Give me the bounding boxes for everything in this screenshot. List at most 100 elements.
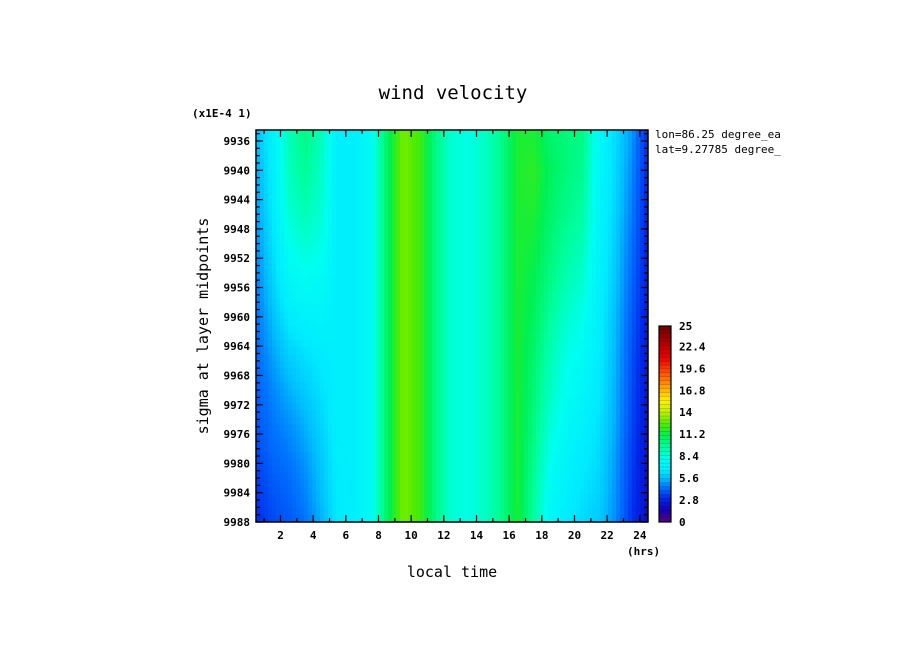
heatmap-cell	[508, 459, 513, 467]
heatmap-cell	[500, 137, 505, 145]
heatmap-cell	[372, 459, 377, 467]
heatmap-cell	[616, 431, 621, 439]
heatmap-cell	[532, 242, 537, 250]
heatmap-cell	[312, 319, 317, 327]
heatmap-cell	[568, 235, 573, 243]
heatmap-cell	[520, 431, 525, 439]
heatmap-cell	[572, 263, 577, 271]
heatmap-cell	[472, 214, 477, 222]
heatmap-cell	[388, 417, 393, 425]
heatmap-cell	[572, 305, 577, 313]
heatmap-cell	[312, 277, 317, 285]
heatmap-cell	[352, 235, 357, 243]
heatmap-cell	[456, 144, 461, 152]
heatmap-cell	[640, 130, 645, 138]
heatmap-cell	[592, 207, 597, 215]
heatmap-cell	[440, 368, 445, 376]
heatmap-cell	[532, 340, 537, 348]
heatmap-cell	[636, 410, 641, 418]
heatmap-cell	[564, 263, 569, 271]
heatmap-cell	[332, 228, 337, 236]
heatmap-cell	[304, 375, 309, 383]
heatmap-cell	[568, 389, 573, 397]
heatmap-cell	[576, 312, 581, 320]
heatmap-cell	[632, 172, 637, 180]
heatmap-cell	[484, 312, 489, 320]
heatmap-cell	[364, 186, 369, 194]
heatmap-cell	[448, 228, 453, 236]
heatmap-cell	[268, 389, 273, 397]
heatmap-cell	[300, 319, 305, 327]
heatmap-cell	[280, 249, 285, 257]
heatmap-cell	[568, 172, 573, 180]
heatmap-cell	[516, 207, 521, 215]
heatmap-cell	[580, 312, 585, 320]
heatmap-cell	[616, 438, 621, 446]
heatmap-cell	[548, 403, 553, 411]
heatmap-cell	[532, 200, 537, 208]
heatmap-cell	[372, 424, 377, 432]
heatmap-cell	[488, 480, 493, 488]
heatmap-cell	[400, 466, 405, 474]
heatmap-cell	[352, 151, 357, 159]
heatmap-cell	[592, 382, 597, 390]
heatmap-cell	[396, 445, 401, 453]
heatmap-cell	[368, 410, 373, 418]
heatmap-cell	[356, 165, 361, 173]
heatmap-cell	[564, 200, 569, 208]
heatmap-cell	[276, 130, 281, 138]
heatmap-cell	[404, 333, 409, 341]
heatmap-cell	[564, 459, 569, 467]
heatmap-cell	[436, 256, 441, 264]
heatmap-cell	[256, 193, 261, 201]
heatmap-cell	[584, 242, 589, 250]
heatmap-cell	[540, 375, 545, 383]
heatmap-cell	[588, 473, 593, 481]
heatmap-cell	[324, 312, 329, 320]
heatmap-cell	[404, 361, 409, 369]
heatmap-cell	[640, 319, 645, 327]
heatmap-cell	[436, 438, 441, 446]
heatmap-cell	[572, 431, 577, 439]
heatmap-cell	[320, 158, 325, 166]
heatmap-cell	[308, 319, 313, 327]
heatmap-cell	[320, 354, 325, 362]
heatmap-cell	[348, 382, 353, 390]
heatmap-cell	[468, 144, 473, 152]
heatmap-cell	[600, 165, 605, 173]
heatmap-cell	[632, 193, 637, 201]
heatmap-cell	[476, 326, 481, 334]
heatmap-cell	[420, 382, 425, 390]
heatmap-cell	[264, 284, 269, 292]
heatmap-cell	[596, 424, 601, 432]
heatmap-cell	[364, 284, 369, 292]
heatmap-cell	[360, 221, 365, 229]
heatmap-cell	[476, 389, 481, 397]
heatmap-cell	[548, 319, 553, 327]
heatmap-cell	[628, 445, 633, 453]
heatmap-cell	[392, 319, 397, 327]
heatmap-cell	[372, 151, 377, 159]
heatmap-cell	[276, 403, 281, 411]
heatmap-cell	[628, 368, 633, 376]
heatmap-cell	[404, 319, 409, 327]
heatmap-cell	[268, 333, 273, 341]
heatmap-cell	[348, 221, 353, 229]
heatmap-cell	[480, 179, 485, 187]
heatmap-cell	[276, 137, 281, 145]
heatmap-cell	[292, 375, 297, 383]
heatmap-cell	[388, 298, 393, 306]
heatmap-cell	[400, 347, 405, 355]
heatmap-cell	[480, 382, 485, 390]
heatmap-cell	[332, 277, 337, 285]
heatmap-cell	[492, 165, 497, 173]
heatmap-cell	[640, 333, 645, 341]
heatmap-cell	[296, 242, 301, 250]
heatmap-cell	[412, 473, 417, 481]
heatmap-cell	[408, 228, 413, 236]
heatmap-cell	[552, 312, 557, 320]
heatmap-cell	[272, 375, 277, 383]
heatmap-cell	[340, 151, 345, 159]
heatmap-cell	[540, 172, 545, 180]
heatmap-cell	[368, 165, 373, 173]
